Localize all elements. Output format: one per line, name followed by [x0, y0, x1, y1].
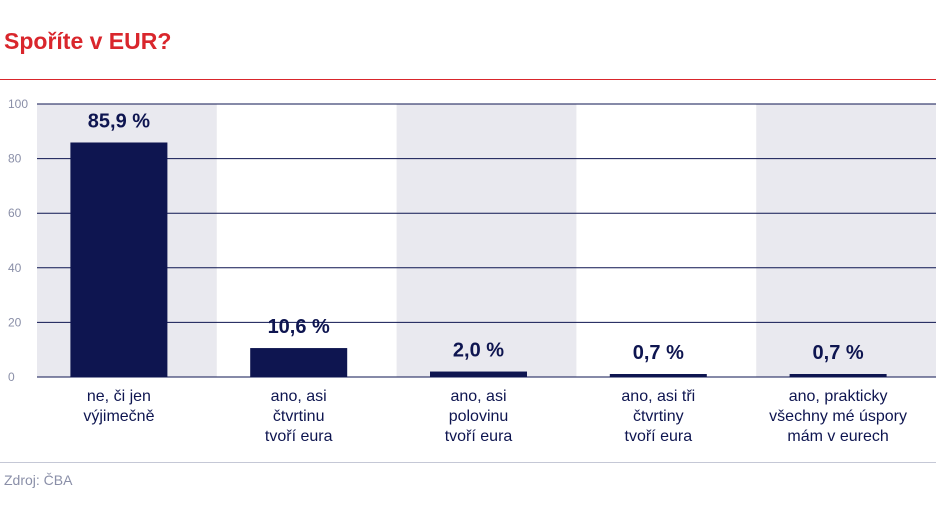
category-label-line: ano, prakticky: [789, 388, 888, 405]
category-labels: ne, či jen výjimečně ano, asi čtvrtinu tvoří…: [83, 388, 907, 445]
category-label-line: tvoří eura: [445, 428, 513, 445]
bar-chart: 0 20 40 60 80 100 85,9 % 10,6 % 2,0 % 0,7 % 0,7 %…: [8, 97, 936, 445]
bar-value-labels: 85,9 % 10,6 % 2,0 % 0,7 % 0,7 %: [88, 110, 864, 364]
bar: [430, 371, 527, 377]
bar-value-label: 85,9 %: [88, 110, 150, 132]
chart-title: Spoříte v EUR?: [4, 28, 172, 54]
y-tick-label: 60: [8, 206, 22, 220]
category-label-line: ano, asi tři: [621, 388, 695, 405]
source-note: Zdroj: ČBA: [4, 472, 73, 488]
background-band: [396, 104, 577, 377]
category-label-line: ne, či jen: [87, 388, 151, 405]
y-tick-label: 80: [8, 152, 22, 166]
y-tick-label: 100: [8, 97, 28, 111]
bar-value-label: 0,7 %: [813, 342, 864, 364]
bar-value-label: 10,6 %: [268, 316, 330, 338]
category-label-line: všechny mé úspory: [769, 408, 907, 425]
category-label-line: mám v eurech: [787, 428, 888, 445]
bar: [609, 374, 707, 377]
category-label-line: tvoří eura: [625, 428, 693, 445]
y-tick-label: 40: [8, 261, 22, 275]
footer-divider: [0, 462, 936, 463]
y-tick-label: 0: [8, 370, 15, 384]
category-label-line: čtvrtiny: [633, 408, 684, 425]
category-label-line: ano, asi: [450, 388, 506, 405]
title-divider: [0, 79, 936, 80]
category-label: ne, či jen výjimečně: [83, 388, 154, 425]
bar: [70, 142, 168, 377]
category-label-line: ano, asi: [271, 388, 327, 405]
category-label: ano, asi čtvrtinu tvoří eura: [265, 388, 333, 445]
category-label-line: tvoří eura: [265, 428, 333, 445]
category-label-line: výjimečně: [83, 408, 154, 425]
bars: [70, 142, 887, 377]
category-label: ano, prakticky všechny mé úspory mám v eur…: [769, 388, 907, 445]
bar-value-label: 2,0 %: [453, 340, 504, 362]
bar-value-label: 0,7 %: [633, 342, 684, 364]
category-label-line: polovinu: [449, 408, 509, 425]
category-label-line: čtvrtinu: [273, 408, 325, 425]
bar: [250, 348, 348, 377]
background-bands: [37, 104, 936, 377]
background-band: [756, 104, 936, 377]
category-label: ano, asi polovinu tvoří eura: [445, 388, 513, 445]
y-tick-label: 20: [8, 315, 22, 329]
category-label: ano, asi tři čtvrtiny tvoří eura: [621, 388, 695, 445]
bar: [789, 374, 887, 377]
y-axis-ticks: 0 20 40 60 80 100: [8, 97, 28, 384]
